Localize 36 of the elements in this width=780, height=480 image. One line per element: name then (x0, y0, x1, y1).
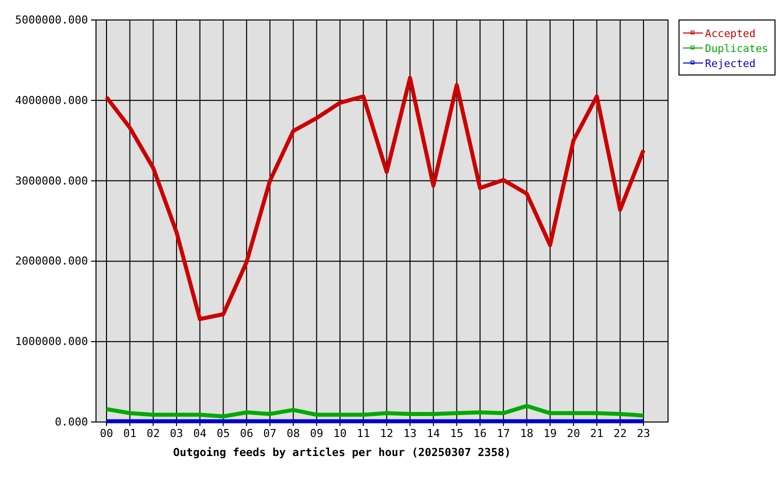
line-series (104, 76, 646, 322)
x-tick-label: 23 (636, 426, 650, 440)
x-tick-label: 03 (170, 426, 184, 440)
x-tick-label: 22 (614, 426, 627, 440)
y-tick-label: 1000000.000 (15, 335, 88, 348)
x-tick-label: 13 (403, 426, 417, 440)
x-tick-label: 02 (146, 426, 160, 440)
x-tick-label: 17 (496, 426, 510, 440)
x-tick-label: 06 (240, 426, 254, 440)
x-tick-label: 10 (333, 426, 347, 440)
x-tick-label: 11 (356, 426, 370, 440)
y-tick-label: 0.000 (54, 416, 88, 429)
x-axis-title: Outgoing feeds by articles per hour (20250307 2358) (173, 446, 511, 459)
legend-label: Duplicates (705, 43, 768, 55)
y-tick-label: 3000000.000 (15, 174, 88, 188)
x-tick-label: 20 (566, 426, 580, 440)
x-tick-label: 15 (450, 426, 464, 440)
x-tick-label: 00 (100, 426, 114, 440)
x-tick-label: 12 (380, 426, 394, 440)
x-tick-label: 05 (216, 426, 230, 440)
y-tick-label: 4000000.000 (15, 94, 88, 107)
y-tick-label: 2000000.000 (15, 254, 88, 268)
x-tick-label: 09 (310, 426, 324, 440)
x-tick-label: 21 (590, 426, 604, 440)
x-tick-label: 08 (286, 426, 300, 440)
legend-label: Accepted (705, 28, 756, 40)
y-tick-label: 5000000.000 (15, 14, 88, 27)
line-series (104, 404, 646, 418)
x-tick-label: 14 (426, 426, 440, 440)
x-tick-label: 19 (543, 426, 557, 440)
x-tick-label: 07 (263, 426, 277, 440)
x-tick-label: 04 (193, 426, 207, 440)
legend-label: Rejected (705, 58, 756, 70)
x-tick-label: 16 (473, 426, 487, 440)
x-tick-label: 18 (520, 426, 534, 440)
x-tick-label: 01 (123, 426, 136, 440)
